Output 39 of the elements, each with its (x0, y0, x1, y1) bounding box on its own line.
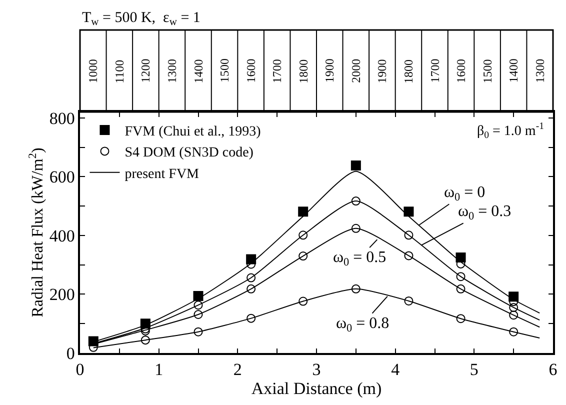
text: 1700 (270, 59, 284, 84)
x-tick-label: 3 (312, 360, 321, 380)
text: 1400 (506, 58, 521, 83)
x-tick-label: 1 (154, 360, 164, 380)
y-tick-label: 600 (49, 168, 75, 187)
text: 2000 (348, 58, 363, 83)
annotation: ω$_{0}$ = 0.8 (336, 315, 390, 334)
text: 1600 (454, 59, 468, 84)
annotation: β$_{0}$ = 1.0 m$^{-1}$ (477, 121, 544, 141)
x-tick-label: 2 (233, 360, 242, 380)
y-tick-label: 200 (49, 285, 75, 304)
text: 1500 (480, 59, 494, 84)
text: 1400 (191, 59, 206, 84)
text: 1300 (532, 58, 547, 83)
text: 1500 (218, 58, 232, 83)
text: 1000 (86, 59, 100, 84)
x-tick-label: 6 (548, 360, 558, 380)
text: 1700 (428, 58, 442, 83)
annotation: ω$_{0}$ = 0 (444, 184, 486, 204)
text: 1100 (112, 60, 126, 84)
y-tick-label: 800 (49, 108, 75, 128)
x-tick-label: 4 (391, 360, 400, 380)
text: T$_{w}$ = 500 K, ε$_{w}$ = 1 (82, 10, 200, 28)
text: 1800 (296, 59, 310, 84)
y-tick-label: 400 (49, 226, 75, 246)
annotation: ω$_{0}$ = 0.3 (458, 203, 512, 222)
x-tick-label: 5 (470, 360, 478, 380)
text: 1200 (138, 58, 153, 83)
text: 1900 (322, 58, 337, 83)
legend-label: S4 DOM (SN3D code) (124, 146, 254, 161)
text: 1900 (375, 59, 390, 84)
text: 1800 (401, 59, 416, 84)
text: 1600 (244, 58, 258, 83)
y-tick-label: 0 (66, 344, 75, 363)
legend-label: FVM (Chui et al., 1993) (124, 124, 262, 140)
text: 1300 (164, 58, 179, 83)
annotation: ω$_{0}$ = 0.5 (333, 249, 386, 268)
legend-label: present FVM (124, 166, 200, 182)
x-axis-title: Axial Distance (m) (251, 379, 382, 398)
